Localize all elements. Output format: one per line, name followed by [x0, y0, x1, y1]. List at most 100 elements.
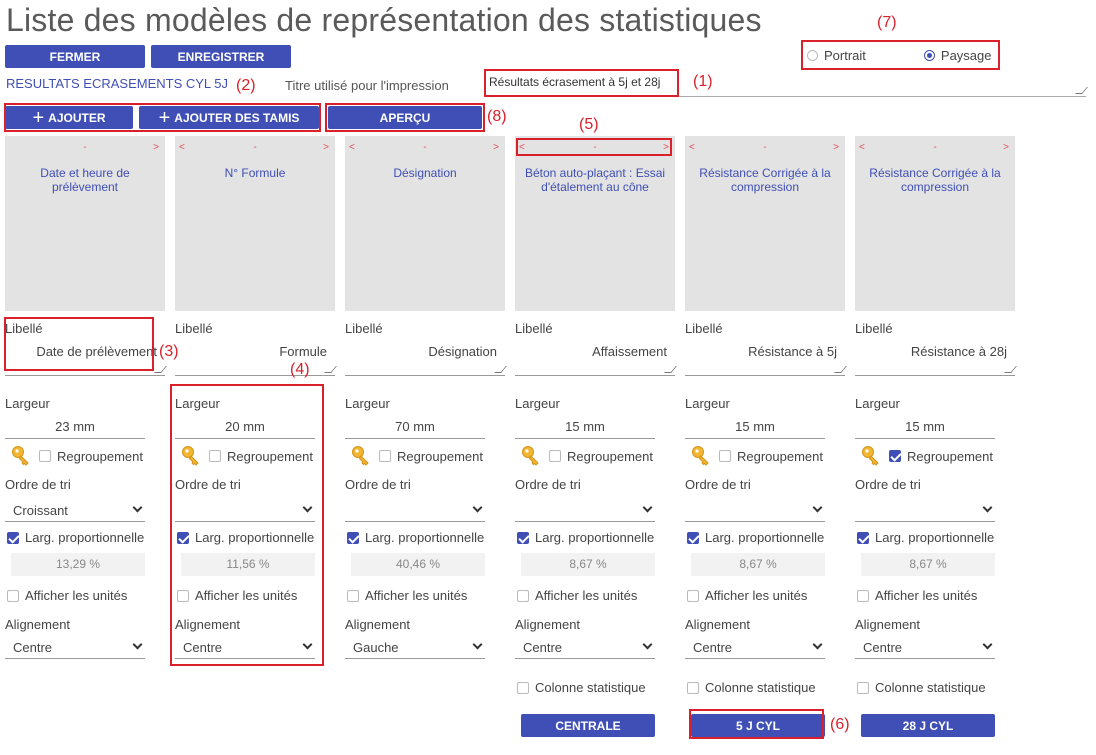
remove-icon[interactable]: -	[933, 142, 937, 153]
stat-column-checkbox[interactable]	[857, 681, 869, 694]
move-right-icon[interactable]: >	[153, 142, 159, 153]
units-checkbox[interactable]	[347, 589, 359, 602]
sort-label: Ordre de tri	[345, 477, 411, 492]
alignment-select[interactable]: Centre	[685, 637, 825, 659]
libelle-field[interactable]: Résistance à 28j	[855, 336, 1017, 376]
stat-button[interactable]: CENTRALE	[521, 714, 655, 737]
move-right-icon[interactable]: >	[1003, 142, 1009, 153]
resize-handle[interactable]	[324, 366, 337, 373]
save-button[interactable]: ENREGISTRER	[151, 45, 291, 68]
key-icon[interactable]	[351, 445, 371, 467]
grouping-label: Regroupement	[737, 448, 823, 464]
grouping-row: Regroupement	[685, 445, 823, 467]
add-button[interactable]: + AJOUTER	[5, 106, 133, 129]
resize-handle[interactable]	[154, 366, 167, 373]
move-left-icon[interactable]: <	[349, 142, 355, 153]
proportional-checkbox[interactable]	[177, 531, 189, 544]
resize-handle[interactable]	[494, 366, 507, 373]
stat-button[interactable]: 28 J CYL	[861, 714, 995, 737]
units-checkbox[interactable]	[857, 589, 869, 602]
stat-column-checkbox[interactable]	[687, 681, 699, 694]
move-right-icon[interactable]: >	[833, 142, 839, 153]
remove-icon[interactable]: -	[423, 142, 427, 153]
move-left-icon[interactable]: <	[689, 142, 695, 153]
add-sieves-button[interactable]: + AJOUTER DES TAMIS	[139, 106, 319, 129]
stat-column-checkbox[interactable]	[517, 681, 529, 694]
key-icon[interactable]	[691, 445, 711, 467]
units-checkbox[interactable]	[517, 589, 529, 602]
key-icon[interactable]	[521, 445, 541, 467]
units-checkbox[interactable]	[177, 589, 189, 602]
width-input[interactable]: 15 mm	[515, 417, 655, 439]
width-input[interactable]: 15 mm	[685, 417, 825, 439]
key-icon[interactable]	[861, 445, 881, 467]
grouping-checkbox[interactable]	[889, 450, 901, 462]
width-input[interactable]: 20 mm	[175, 417, 315, 439]
stat-column-row: Colonne statistique	[687, 680, 816, 695]
grouping-checkbox[interactable]	[549, 450, 561, 462]
sort-select[interactable]	[175, 500, 315, 522]
preview-button[interactable]: APERÇU	[328, 106, 482, 129]
column-header[interactable]: < - > N° Formule	[175, 136, 335, 311]
width-input[interactable]: 15 mm	[855, 417, 995, 439]
libelle-field[interactable]: Date de prélèvement	[5, 336, 167, 376]
proportional-checkbox[interactable]	[347, 531, 359, 544]
move-left-icon[interactable]: <	[179, 142, 185, 153]
alignment-select[interactable]: Gauche	[345, 637, 485, 659]
width-input[interactable]: 23 mm	[5, 417, 145, 439]
model-name[interactable]: RESULTATS ECRASEMENTS CYL 5J	[6, 76, 229, 91]
width-input[interactable]: 70 mm	[345, 417, 485, 439]
libelle-field[interactable]: Formule	[175, 336, 337, 376]
sort-select[interactable]	[855, 500, 995, 522]
remove-icon[interactable]: -	[83, 142, 87, 153]
grouping-checkbox[interactable]	[719, 450, 731, 462]
libelle-field[interactable]: Résistance à 5j	[685, 336, 847, 376]
remove-icon[interactable]: -	[253, 142, 257, 153]
portrait-radio[interactable]	[807, 49, 818, 61]
resize-handle[interactable]	[834, 366, 847, 373]
column-header[interactable]: < - > Résistance Corrigée à la compression	[855, 136, 1015, 311]
column-header[interactable]: < - > Désignation	[345, 136, 505, 311]
landscape-option[interactable]: Paysage	[923, 48, 992, 63]
proportional-label: Larg. proportionnelle	[535, 530, 655, 545]
remove-icon[interactable]: -	[763, 142, 767, 153]
resize-handle[interactable]	[1075, 87, 1088, 94]
proportional-checkbox[interactable]	[857, 531, 869, 544]
move-right-icon[interactable]: >	[493, 142, 499, 153]
column-header[interactable]: < - > Résistance Corrigée à la compression	[685, 136, 845, 311]
close-button[interactable]: FERMER	[5, 45, 145, 68]
grouping-checkbox[interactable]	[39, 450, 51, 462]
column-header[interactable]: - > Date et heure de prélèvement	[5, 136, 165, 311]
grouping-checkbox[interactable]	[209, 450, 221, 462]
proportional-checkbox[interactable]	[7, 531, 19, 544]
key-icon[interactable]	[181, 445, 201, 467]
alignment-select[interactable]: Centre	[855, 637, 995, 659]
move-left-icon[interactable]: <	[859, 142, 865, 153]
move-right-icon[interactable]: >	[663, 142, 669, 153]
portrait-option[interactable]: Portrait	[807, 48, 866, 63]
sort-select[interactable]	[515, 500, 655, 522]
stat-button[interactable]: 5 J CYL	[691, 714, 825, 737]
move-left-icon[interactable]: <	[519, 142, 525, 153]
sort-select[interactable]	[345, 500, 485, 522]
remove-icon[interactable]: -	[593, 142, 597, 153]
libelle-field[interactable]: Désignation	[345, 336, 507, 376]
alignment-select[interactable]: Centre	[175, 637, 315, 659]
resize-handle[interactable]	[664, 366, 677, 373]
print-title-field[interactable]: Résultats écrasement à 5j et 28j	[484, 70, 1088, 97]
units-checkbox[interactable]	[7, 589, 19, 602]
proportional-checkbox[interactable]	[687, 531, 699, 544]
key-icon[interactable]	[11, 445, 31, 467]
sort-select[interactable]	[685, 500, 825, 522]
sort-select[interactable]: Croissant	[5, 500, 145, 522]
proportional-checkbox[interactable]	[517, 531, 529, 544]
column-header[interactable]: < - > Béton auto-plaçant : Essai d'étalemen…	[515, 136, 675, 311]
resize-handle[interactable]	[1004, 366, 1017, 373]
libelle-field[interactable]: Affaissement	[515, 336, 677, 376]
landscape-radio[interactable]	[923, 49, 935, 61]
move-right-icon[interactable]: >	[323, 142, 329, 153]
units-checkbox[interactable]	[687, 589, 699, 602]
alignment-select[interactable]: Centre	[5, 637, 145, 659]
alignment-select[interactable]: Centre	[515, 637, 655, 659]
grouping-checkbox[interactable]	[379, 450, 391, 462]
